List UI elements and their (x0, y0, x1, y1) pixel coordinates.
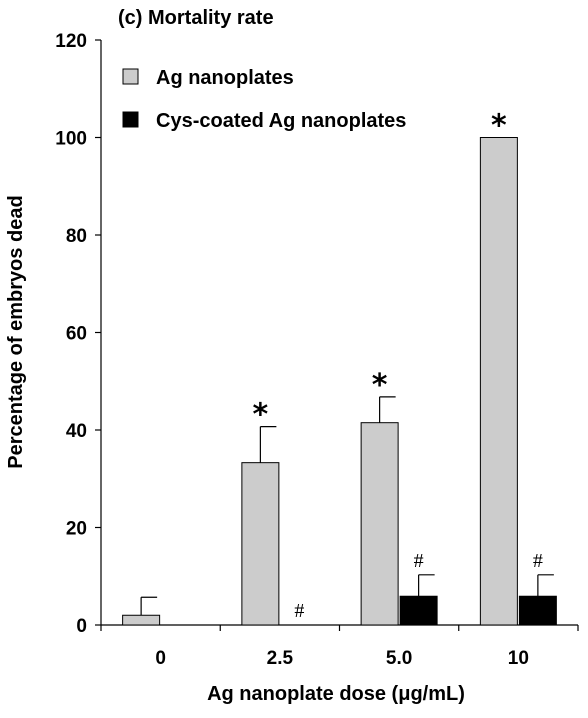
legend-swatch-ag-nanoplates (122, 68, 139, 85)
y-axis-label: Percentage of embryos dead (5, 195, 27, 468)
legend-item-ag-nanoplates: Ag nanoplates (122, 67, 294, 89)
y-tick-label: 80 (66, 226, 87, 247)
bars (122, 137, 557, 626)
y-tick-label: 20 (66, 519, 87, 540)
legend-label-cys-coated-ag-nanoplates: Cys-coated Ag nanoplates (156, 110, 406, 132)
legend-item-cys-coated-ag-nanoplates: Cys-coated Ag nanoplates (122, 110, 406, 132)
y-tick-label: 40 (66, 421, 87, 442)
bar (122, 614, 161, 626)
x-ticks: 0 2.5 5.0 10 (100, 625, 579, 669)
bar (479, 137, 518, 626)
significance-hash: # (294, 600, 304, 622)
significance-star: * (372, 368, 388, 403)
legend-swatch-cys-coated-ag-nanoplates (122, 111, 139, 128)
y-tick-label: 100 (55, 129, 87, 150)
x-tick-label: 5.0 (386, 648, 412, 669)
significance-hash: # (414, 550, 424, 572)
x-tick-label: 10 (508, 648, 529, 669)
bar (241, 462, 280, 626)
legend: Ag nanoplates Cys-coated Ag nanoplates (122, 67, 406, 132)
error-bars (140, 396, 554, 616)
bar (360, 422, 399, 626)
bar (518, 595, 557, 626)
y-tick-label: 0 (76, 616, 87, 637)
y-tick-label: 120 (55, 31, 87, 52)
chart-title: (c) Mortality rate (118, 7, 274, 29)
x-axis-label: Ag nanoplate dose (μg/mL) (207, 683, 465, 705)
significance-markers: * * * # # # (253, 109, 543, 623)
significance-star: * (491, 109, 507, 144)
y-tick-label: 60 (66, 324, 87, 345)
y-ticks: 0 20 40 60 80 100 120 (55, 31, 101, 637)
x-tick-label: 0 (155, 648, 166, 669)
x-tick-label: 2.5 (267, 648, 294, 669)
bar (399, 595, 438, 626)
significance-star: * (253, 398, 269, 433)
legend-label-ag-nanoplates: Ag nanoplates (156, 67, 294, 89)
significance-hash: # (533, 550, 543, 572)
